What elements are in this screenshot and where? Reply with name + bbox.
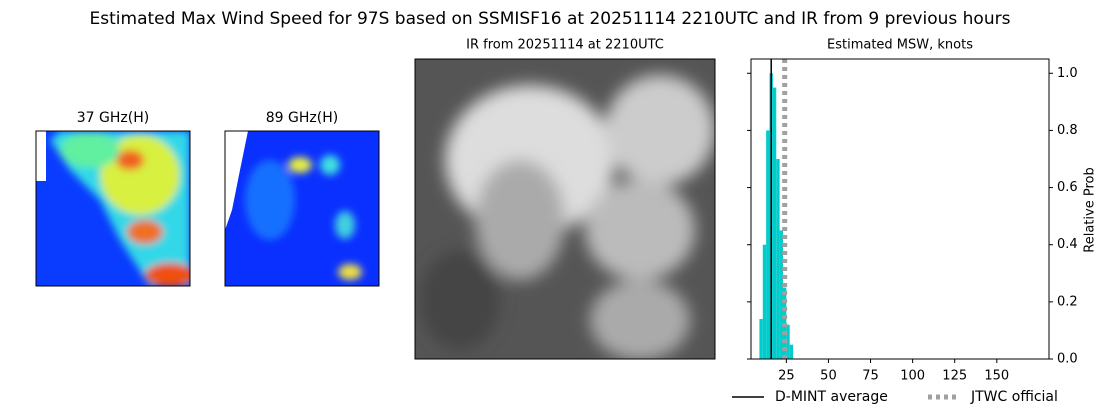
legend-label: D-MINT average [775, 389, 888, 405]
image-89ghz [225, 131, 379, 286]
histogram-bar [786, 324, 790, 359]
y-tick-label: 0.0 [1057, 352, 1078, 367]
plot-frame [750, 58, 1050, 360]
x-tick-label: 50 [820, 369, 837, 384]
panel-title: 89 GHz(H) [266, 110, 338, 126]
x-tick-label: 75 [862, 369, 879, 384]
panel-title: IR from 20251114 at 2210UTC [466, 38, 664, 53]
y-tick-label: 1.0 [1057, 66, 1078, 81]
histogram-bar [776, 159, 780, 359]
histogram-bar [762, 244, 767, 359]
x-tick-label: 125 [942, 369, 967, 384]
histogram-bar [766, 130, 770, 359]
histogram-bar [759, 319, 763, 359]
y-tick-label: 0.2 [1057, 294, 1078, 309]
histogram-bar [772, 87, 777, 360]
image-ir [415, 59, 715, 359]
histogram-bar [789, 344, 794, 359]
y-axis-label: Relative Prob [1083, 167, 1098, 252]
chart-title: Estimated MSW, knots [827, 38, 973, 53]
x-tick-label: 25 [778, 369, 795, 384]
image-37ghz [36, 131, 190, 286]
panel-title: 37 GHz(H) [77, 110, 149, 126]
legend-label: JTWC official [970, 389, 1058, 405]
y-tick-label: 0.4 [1057, 237, 1078, 252]
x-tick-label: 100 [900, 369, 925, 384]
frame [35, 130, 191, 287]
x-tick-label: 150 [984, 369, 1009, 384]
y-tick-label: 0.8 [1057, 123, 1078, 138]
figure-title: Estimated Max Wind Speed for 97S based o… [90, 9, 1011, 29]
histogram-bar [779, 230, 783, 359]
frame [224, 130, 380, 287]
frame [414, 58, 716, 360]
y-tick-label: 0.6 [1057, 180, 1078, 195]
